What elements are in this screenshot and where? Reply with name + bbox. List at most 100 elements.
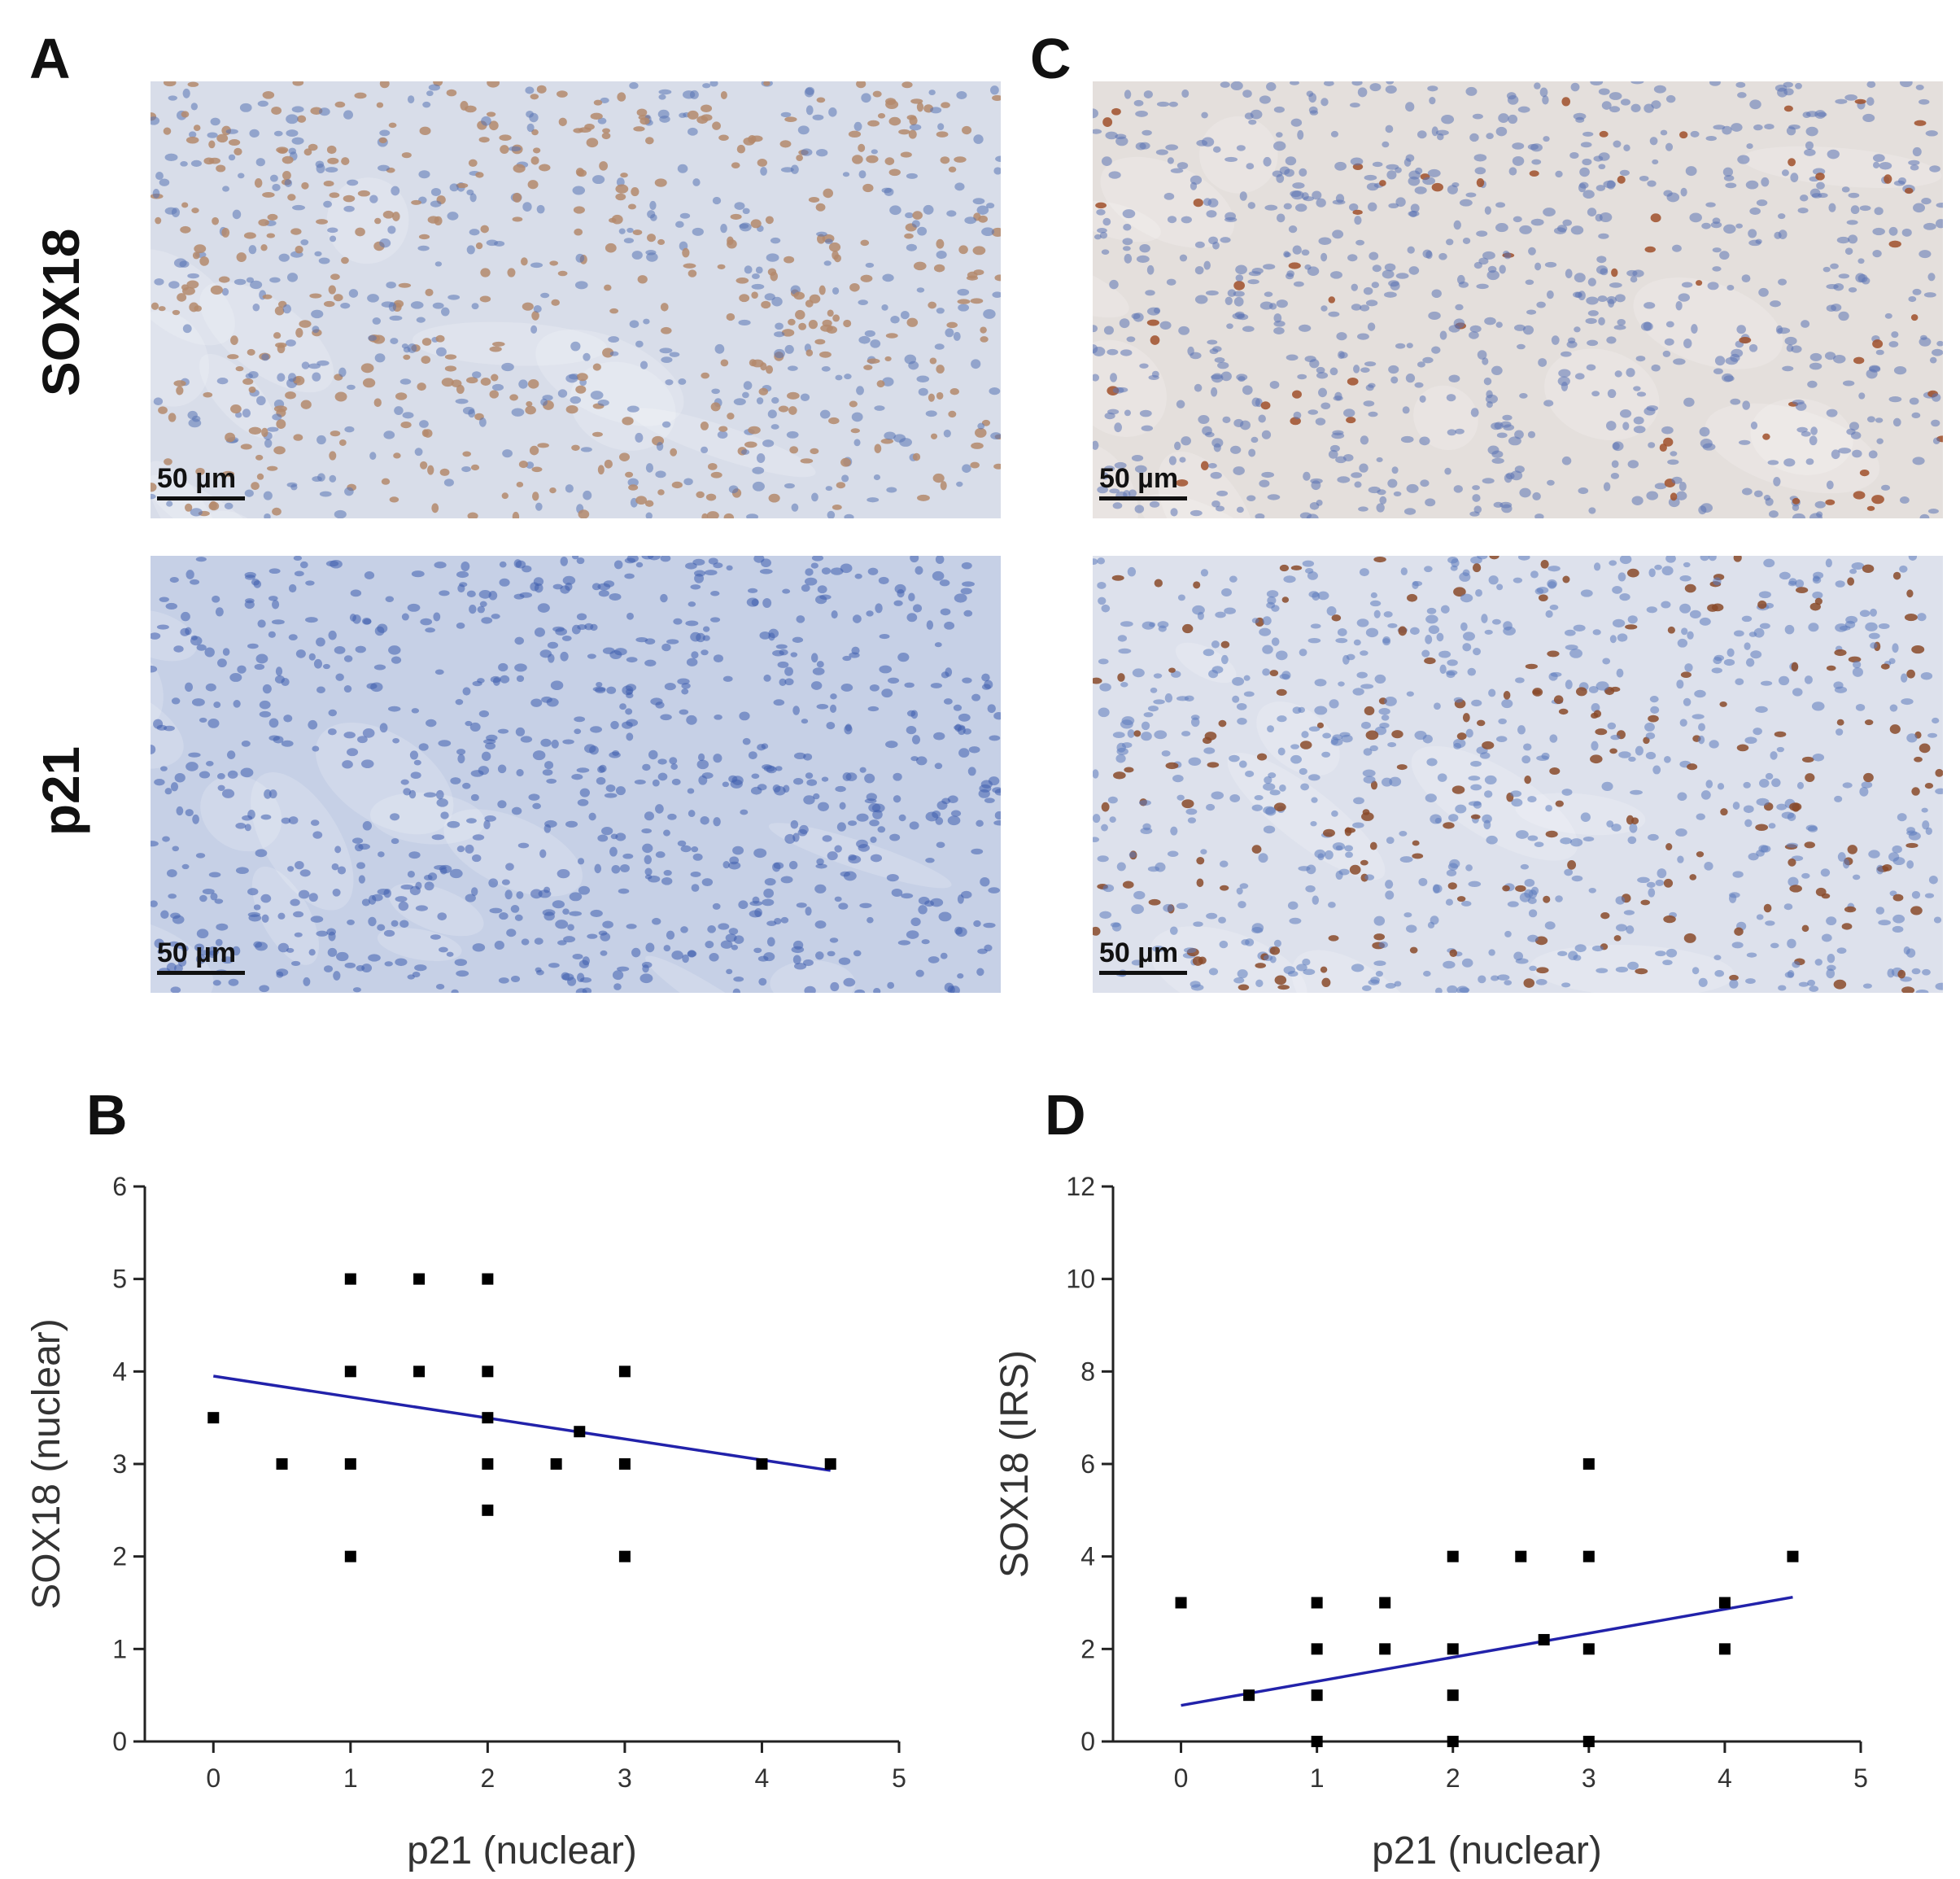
cell-nucleus (1630, 817, 1639, 824)
cell-nucleus (1238, 901, 1246, 909)
cell-nucleus (1445, 898, 1453, 906)
cell-nucleus (628, 484, 639, 491)
cell-nucleus (1373, 556, 1386, 563)
cell-nucleus (1878, 920, 1891, 926)
cell-nucleus (1093, 837, 1100, 842)
cell-nucleus (224, 502, 234, 509)
cell-nucleus (1370, 977, 1380, 984)
cell-nucleus (657, 238, 666, 246)
cell-nucleus (266, 233, 276, 238)
cell-nucleus (958, 304, 970, 312)
cell-nucleus (1328, 296, 1336, 304)
cell-nucleus (1117, 673, 1125, 682)
cell-nucleus (1797, 208, 1809, 214)
cell-nucleus (268, 631, 276, 638)
cell-nucleus (1633, 416, 1644, 425)
cell-nucleus (216, 378, 229, 385)
cell-nucleus (1163, 192, 1175, 200)
cell-nucleus (194, 305, 203, 312)
cell-nucleus (1242, 326, 1255, 332)
cell-nucleus (1170, 168, 1184, 173)
cell-nucleus (491, 374, 499, 382)
cell-nucleus (355, 645, 366, 653)
cell-nucleus (1842, 782, 1853, 789)
cell-nucleus (1602, 658, 1611, 665)
cell-nucleus (540, 398, 548, 406)
cell-nucleus (823, 188, 834, 199)
cell-nucleus (1124, 409, 1131, 417)
cell-nucleus (1872, 339, 1884, 349)
cell-nucleus (1440, 605, 1450, 614)
cell-nucleus (282, 155, 294, 164)
y-tick-label: 10 (1066, 1265, 1095, 1294)
cell-nucleus (655, 701, 665, 709)
cell-nucleus (780, 876, 793, 884)
cell-nucleus (821, 365, 831, 372)
cell-nucleus (1834, 686, 1848, 693)
cell-nucleus (421, 338, 432, 346)
cell-nucleus (1421, 649, 1430, 658)
cell-nucleus (1273, 313, 1282, 323)
cell-nucleus (1181, 89, 1190, 98)
cell-nucleus (1841, 923, 1853, 930)
cell-nucleus (640, 973, 653, 984)
cell-nucleus (190, 159, 202, 167)
cell-nucleus (301, 181, 309, 190)
cell-nucleus (189, 131, 197, 138)
cell-nucleus (1310, 820, 1317, 827)
cell-nucleus (836, 482, 846, 489)
cell-nucleus (1850, 205, 1860, 215)
cell-nucleus (810, 562, 818, 569)
cell-nucleus (882, 377, 894, 387)
cell-nucleus (1574, 944, 1587, 953)
cell-nucleus (1207, 339, 1218, 345)
cell-nucleus (635, 496, 648, 505)
cell-nucleus (272, 600, 280, 610)
cell-nucleus (784, 344, 794, 354)
cell-nucleus (1551, 335, 1560, 345)
cell-nucleus (1744, 819, 1753, 828)
cell-nucleus (336, 951, 349, 962)
cell-nucleus (816, 231, 827, 237)
cell-nucleus (267, 465, 278, 471)
cell-nucleus (1302, 560, 1315, 567)
cell-nucleus (270, 174, 278, 182)
cell-nucleus (893, 795, 901, 803)
cell-nucleus (901, 81, 913, 89)
cell-nucleus (536, 85, 547, 94)
cell-nucleus (1465, 192, 1477, 198)
cell-nucleus (1824, 352, 1836, 361)
cell-nucleus (1274, 975, 1287, 985)
cell-nucleus (1262, 668, 1270, 676)
cell-nucleus (832, 286, 840, 295)
cell-nucleus (1911, 787, 1920, 796)
cell-nucleus (574, 281, 588, 290)
cell-nucleus (402, 412, 414, 419)
cell-nucleus (909, 821, 919, 830)
cell-nucleus (1826, 480, 1834, 490)
cell-nucleus (1651, 100, 1661, 109)
cell-nucleus (1928, 875, 1938, 885)
cell-nucleus (1809, 985, 1819, 992)
cell-nucleus (273, 405, 287, 413)
cell-nucleus (1273, 320, 1286, 327)
cell-nucleus (733, 977, 744, 982)
cell-nucleus (687, 950, 697, 958)
cell-nucleus (1148, 898, 1161, 906)
cell-nucleus (1201, 111, 1208, 119)
cell-nucleus (498, 977, 509, 984)
cell-nucleus (1276, 213, 1286, 223)
cell-nucleus (216, 773, 225, 780)
cell-nucleus (627, 478, 639, 487)
cell-nucleus (904, 233, 914, 239)
cell-nucleus (1612, 618, 1626, 628)
cell-nucleus (1364, 874, 1375, 881)
cell-nucleus (392, 737, 400, 744)
cell-nucleus (980, 326, 987, 334)
cell-nucleus (1796, 781, 1805, 789)
cell-nucleus (804, 985, 816, 993)
cell-nucleus (1211, 500, 1220, 508)
stroma-patch (645, 955, 789, 993)
cell-nucleus (1351, 964, 1364, 972)
cell-nucleus (1579, 167, 1590, 177)
